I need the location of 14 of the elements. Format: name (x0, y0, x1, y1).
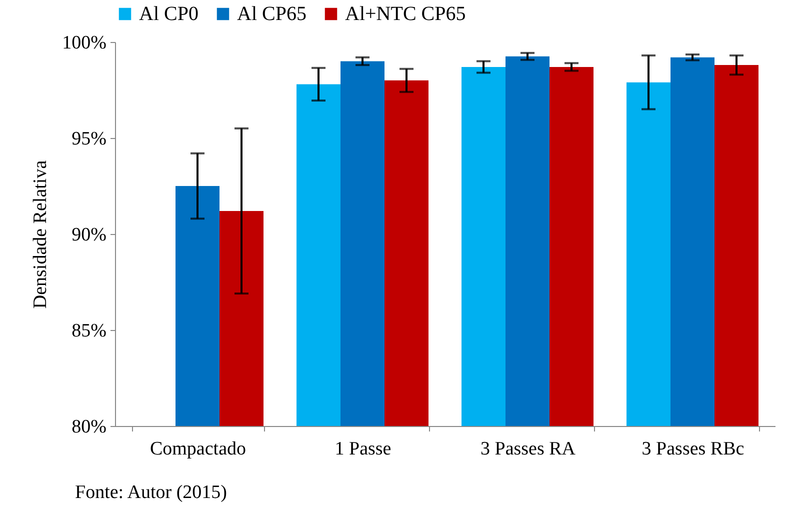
source-note: Fonte: Autor (2015) (75, 482, 227, 504)
x-tick-label: 3 Passes RBc (642, 438, 744, 460)
y-tick-label: 95% (72, 128, 107, 150)
x-tick-label: 1 Passe (334, 438, 392, 460)
x-tick-label: Compactado (150, 438, 246, 460)
legend-label: Al CP0 (139, 3, 198, 25)
y-tick-label: 100% (62, 32, 107, 54)
y-tick-label: 90% (72, 224, 107, 246)
legend-label: Al CP65 (237, 3, 306, 25)
y-axis-title: Densidade Relativa (30, 160, 52, 309)
y-tick-label: 85% (72, 320, 107, 342)
y-tick-label: 80% (72, 416, 107, 438)
x-tick-label: 3 Passes RA (480, 438, 576, 460)
legend-label: Al+NTC CP65 (345, 3, 466, 25)
